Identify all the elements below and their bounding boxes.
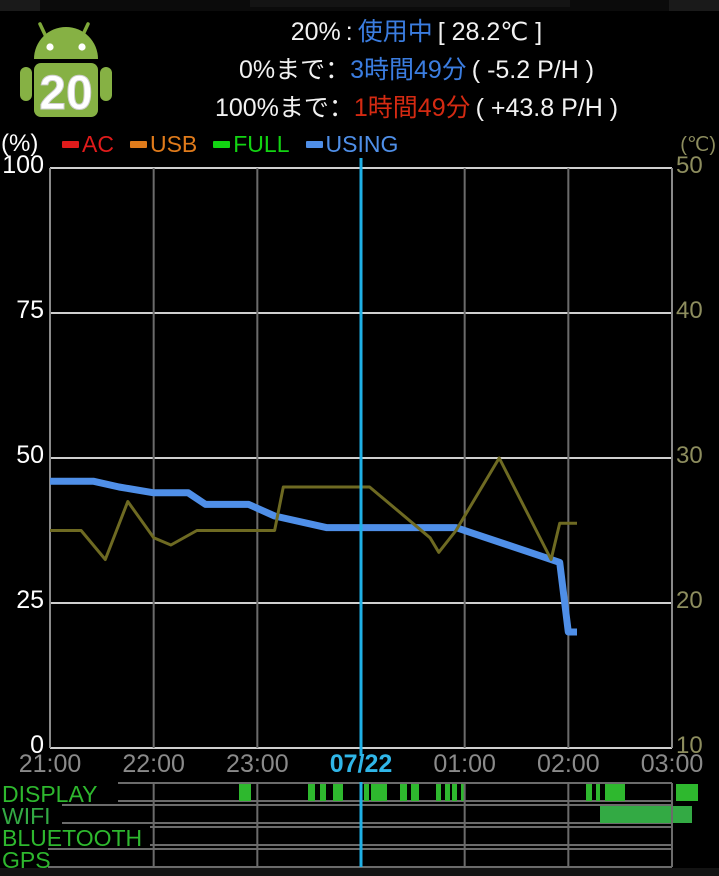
sensor-active-span — [400, 784, 407, 801]
legend-swatch-icon — [305, 140, 323, 148]
chart-legend-row: (%) AC USB FULL USING (℃) — [0, 130, 719, 158]
y2-axis-tick-label: 50 — [676, 152, 703, 179]
y2-axis-tick-label: 30 — [676, 442, 703, 469]
y-axis-tick-label: 75 — [16, 296, 44, 324]
to-empty-label: 0%まで： — [238, 56, 351, 84]
battery-temperature-text: [ 28.2℃ ] — [437, 18, 543, 46]
sensor-active-span — [308, 784, 315, 801]
battery-summary-header: 20 20%: 使用中[ 28.2℃ ] 0%まで：3時間49分( -5.2 P/… — [0, 11, 719, 128]
x-axis-tick-labels: 21:00 22:00 23:00 07/22 01:00 02:00 03:00 — [0, 750, 719, 782]
android-robot-battery-icon: 20 — [16, 19, 116, 127]
y-axis-tick-label: 25 — [16, 586, 44, 614]
legend-swatch-icon — [213, 140, 231, 148]
status-bar-clock-area — [669, 0, 719, 11]
legend-item-using: USING — [305, 131, 399, 157]
sensor-active-span — [452, 784, 457, 801]
left-axis-unit-label: (%) — [1, 130, 39, 157]
battery-history-chart[interactable]: 0 25 50 75 100 10 20 30 40 50 — [0, 151, 719, 759]
to-full-label: 100%まで： — [214, 94, 354, 122]
legend-item-ac: AC — [62, 131, 114, 157]
x-axis-tick-label: 07/22 — [329, 750, 393, 778]
legend-swatch-icon — [62, 140, 79, 148]
y-axis-tick-label: 50 — [16, 441, 44, 469]
legend-swatch-icon — [129, 140, 147, 148]
sensor-active-span — [364, 784, 369, 801]
sensor-active-span — [411, 784, 419, 801]
legend-label: FULL — [233, 131, 290, 157]
sensor-active-span — [596, 784, 600, 801]
legend-label: AC — [82, 131, 114, 157]
legend-item-full: FULL — [213, 131, 290, 157]
status-bar-notification-icons — [250, 0, 570, 7]
sensor-active-span — [320, 784, 326, 801]
y2-axis-tick-label: 40 — [676, 297, 703, 324]
sensor-active-span — [461, 784, 465, 801]
x-axis-tick-label: 22:00 — [122, 750, 185, 778]
sensor-label-bluetooth: BLUETOOTH — [2, 825, 143, 851]
x-axis-tick-label: 21:00 — [18, 750, 82, 778]
legend-items: AC USB FULL USING — [62, 130, 398, 158]
to-full-value: 1時間49分 — [353, 94, 471, 122]
sensor-active-span — [333, 784, 343, 801]
battery-status-text: 使用中 — [357, 18, 433, 46]
y-axis-tick-label: 100 — [2, 151, 44, 179]
legend-label: USING — [325, 131, 399, 157]
battery-percent-value: 20% — [290, 18, 341, 46]
sensor-active-span — [445, 784, 450, 801]
to-empty-rate: ( -5.2 P/H ) — [471, 56, 595, 84]
header-line-to-full: 100%まで：1時間49分( +43.8 P/H ) — [120, 89, 713, 127]
header-line-current: 20%: 使用中[ 28.2℃ ] — [120, 13, 713, 51]
sensor-active-span — [371, 784, 387, 801]
legend-item-usb: USB — [129, 131, 198, 157]
x-axis-tick-label: 02:00 — [537, 750, 600, 778]
bottom-strip — [0, 868, 719, 876]
sensor-active-span — [436, 784, 441, 801]
sensor-timeline[interactable]: DISPLAY WIFI BLUETOOTH GPS — [0, 781, 719, 873]
sensor-active-span — [605, 784, 625, 801]
sensor-label-wifi: WIFI — [2, 803, 51, 829]
sensor-active-span — [586, 784, 592, 801]
x-axis-tick-label: 03:00 — [640, 750, 704, 778]
battery-level-icon-text: 20 — [39, 67, 92, 120]
header-line1-separator: : — [345, 18, 353, 46]
sensor-active-span — [239, 784, 251, 801]
series-line-temperature — [50, 456, 577, 561]
header-line-to-empty: 0%まで：3時間49分( -5.2 P/H ) — [120, 51, 713, 89]
y-axis-tick-label: 0 — [30, 731, 44, 759]
series-line-using — [50, 477, 577, 636]
header-text-lines: 20%: 使用中[ 28.2℃ ] 0%まで：3時間49分( -5.2 P/H )… — [120, 13, 713, 127]
y2-axis-tick-label: 10 — [676, 732, 703, 759]
to-full-rate: ( +43.8 P/H ) — [475, 94, 619, 122]
sensor-label-display: DISPLAY — [2, 781, 98, 807]
status-bar-left-icons — [0, 0, 40, 11]
sensor-label-gps: GPS — [2, 847, 51, 873]
to-empty-value: 3時間49分 — [350, 56, 467, 84]
legend-label: USB — [149, 131, 198, 157]
right-axis-unit-label: (℃) — [680, 134, 716, 156]
sensor-active-span — [600, 806, 692, 823]
android-status-bar — [0, 0, 719, 11]
y2-axis-tick-label: 20 — [676, 587, 703, 614]
x-axis-tick-label: 01:00 — [433, 750, 496, 778]
x-axis-tick-label: 23:00 — [226, 750, 289, 778]
sensor-active-span — [676, 784, 698, 801]
